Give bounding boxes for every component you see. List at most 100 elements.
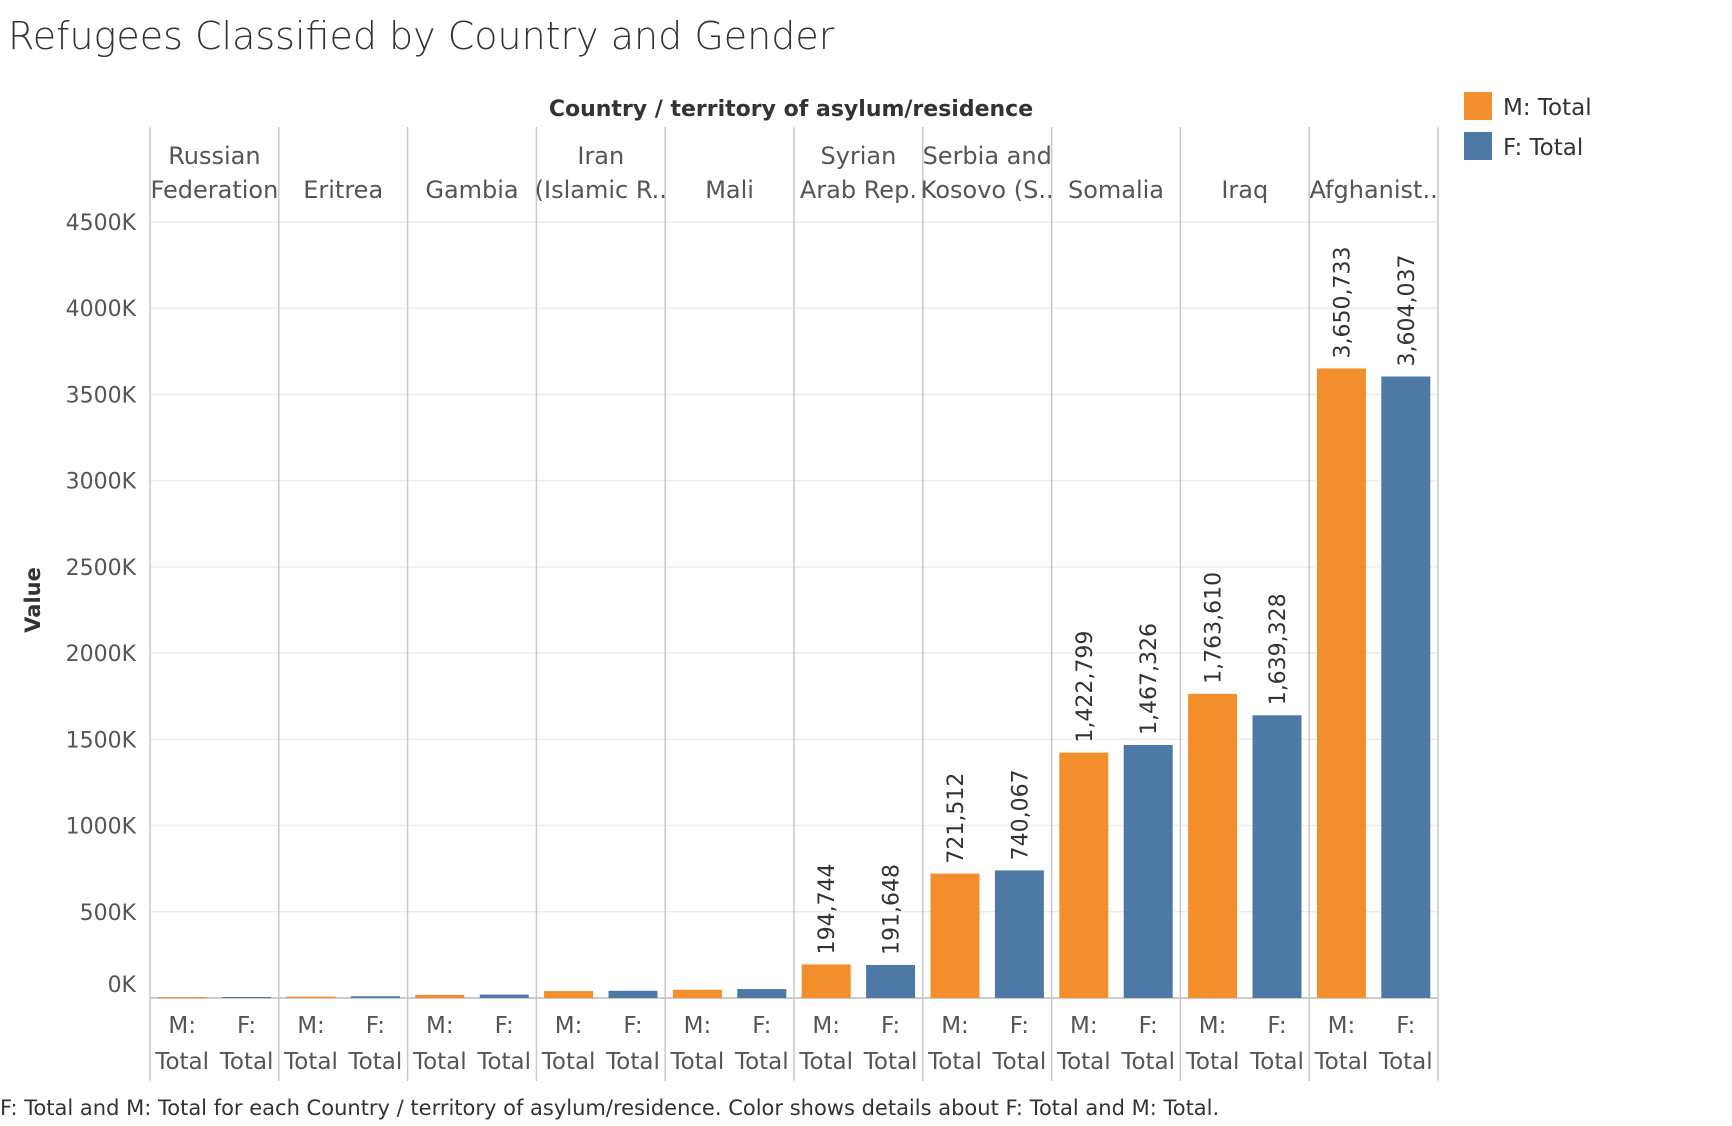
x-tick-label: M: [684,1013,712,1039]
y-tick-label: 4000K [66,297,137,322]
y-tick-label: 2000K [66,642,137,667]
x-tick-label: Total [1185,1049,1240,1075]
bar-m-total [157,997,207,998]
x-tick-label: M: [426,1013,454,1039]
x-tick-label: F: [623,1013,642,1039]
bar-f-total [608,990,658,998]
y-tick-label: 1000K [66,815,137,840]
category-label: Kosovo (S.. [921,176,1054,204]
bar-f-total [994,870,1044,998]
x-tick-label: F: [1139,1013,1158,1039]
bar-f-total [350,996,400,998]
x-tick-label: M: [941,1013,969,1039]
x-tick-label: F: [366,1013,385,1039]
x-tick-label: Total [1249,1049,1304,1075]
bar-data-label: 1,467,326 [1137,623,1162,735]
bar-f-total [222,997,272,998]
bar-m-total [415,994,465,998]
x-tick-label: Total [348,1049,403,1075]
legend-label: M: Total [1503,95,1592,121]
x-tick-label: Total [541,1049,596,1075]
bar-data-label: 191,648 [880,864,905,955]
category-label: Arab Rep. [800,176,917,204]
x-tick-label: Total [798,1049,853,1075]
x-tick-label: Total [219,1049,274,1075]
bar-data-label: 194,744 [815,863,840,954]
y-tick-label: 0K [108,973,137,998]
bar-f-total [1123,744,1173,998]
legend-swatch [1464,92,1492,120]
bar-data-label: 3,650,733 [1330,246,1355,358]
category-label: Syrian [820,142,896,170]
x-tick-label: Total [670,1049,725,1075]
category-label: Iran [577,142,624,170]
chart-caption: F: Total and M: Total for each Country /… [0,1096,1220,1120]
x-tick-label: Total [927,1049,982,1075]
bar-f-total [1252,715,1302,998]
bar-data-label: 721,512 [944,773,969,864]
bar-f-total [479,994,529,998]
x-tick-label: M: [1328,1013,1356,1039]
labels-layer: 0K 500K 1000K 1500K 2000K 2500K 3000K 3500K 4000… [66,142,1438,1075]
x-tick-label: Total [1314,1049,1369,1075]
bar-m-total [801,964,851,998]
x-tick-label: M: [1070,1013,1098,1039]
bar-data-label: 740,067 [1008,769,1033,860]
bar-data-label: 1,639,328 [1266,593,1291,705]
bar-m-total [1059,752,1109,998]
column-header: Country / territory of asylum/residence [549,97,1033,122]
x-tick-label: Total [1056,1049,1111,1075]
legend: M: Total F: Total [1464,92,1592,161]
bar-data-label: 1,763,610 [1202,572,1227,684]
category-label: Serbia and [923,142,1052,170]
bar-f-total [1381,376,1431,998]
bar-m-total [544,991,594,998]
chart-title: Refugees Classified by Country and Gende… [8,14,835,58]
x-tick-label: Total [1120,1049,1175,1075]
y-tick-label: 4500K [66,211,137,236]
x-tick-label: Total [476,1049,531,1075]
y-tick-label: 2500K [66,556,137,581]
bar-m-total [672,989,722,998]
bar-data-label: 3,604,037 [1395,255,1420,367]
y-tick-label: 3000K [66,470,137,495]
category-label: Federation [150,176,278,204]
x-tick-label: F: [1267,1013,1286,1039]
y-tick-label: 3500K [66,383,137,408]
category-label: (Islamic R.. [535,176,667,204]
category-label: Afghanist.. [1309,176,1437,204]
x-tick-label: Total [412,1049,467,1075]
x-tick-label: F: [752,1013,771,1039]
x-tick-label: Total [283,1049,338,1075]
x-tick-label: Total [863,1049,918,1075]
category-label: Mali [705,176,754,204]
x-tick-label: Total [605,1049,660,1075]
legend-swatch [1464,132,1492,160]
x-tick-label: M: [812,1013,840,1039]
category-label: Russian [168,142,260,170]
x-tick-label: M: [555,1013,583,1039]
bar-m-total [1188,693,1238,998]
x-tick-label: Total [992,1049,1047,1075]
y-tick-label: 500K [80,901,137,926]
x-tick-label: F: [1010,1013,1029,1039]
bar-f-total [737,989,787,998]
category-label: Gambia [425,176,518,204]
x-tick-label: F: [495,1013,514,1039]
x-tick-label: M: [297,1013,325,1039]
category-label: Somalia [1068,176,1164,204]
legend-label: F: Total [1503,135,1583,161]
frame-layer [149,127,1439,1081]
bar-m-total [286,996,336,998]
category-label: Eritrea [303,176,383,204]
x-tick-label: Total [154,1049,209,1075]
bar-m-total [930,873,980,998]
x-tick-label: F: [881,1013,900,1039]
x-tick-label: M: [1199,1013,1227,1039]
y-tick-label: 1500K [66,728,137,753]
bars-layer [157,368,1431,998]
bar-f-total [866,964,916,998]
x-tick-label: M: [168,1013,196,1039]
x-tick-label: Total [734,1049,789,1075]
